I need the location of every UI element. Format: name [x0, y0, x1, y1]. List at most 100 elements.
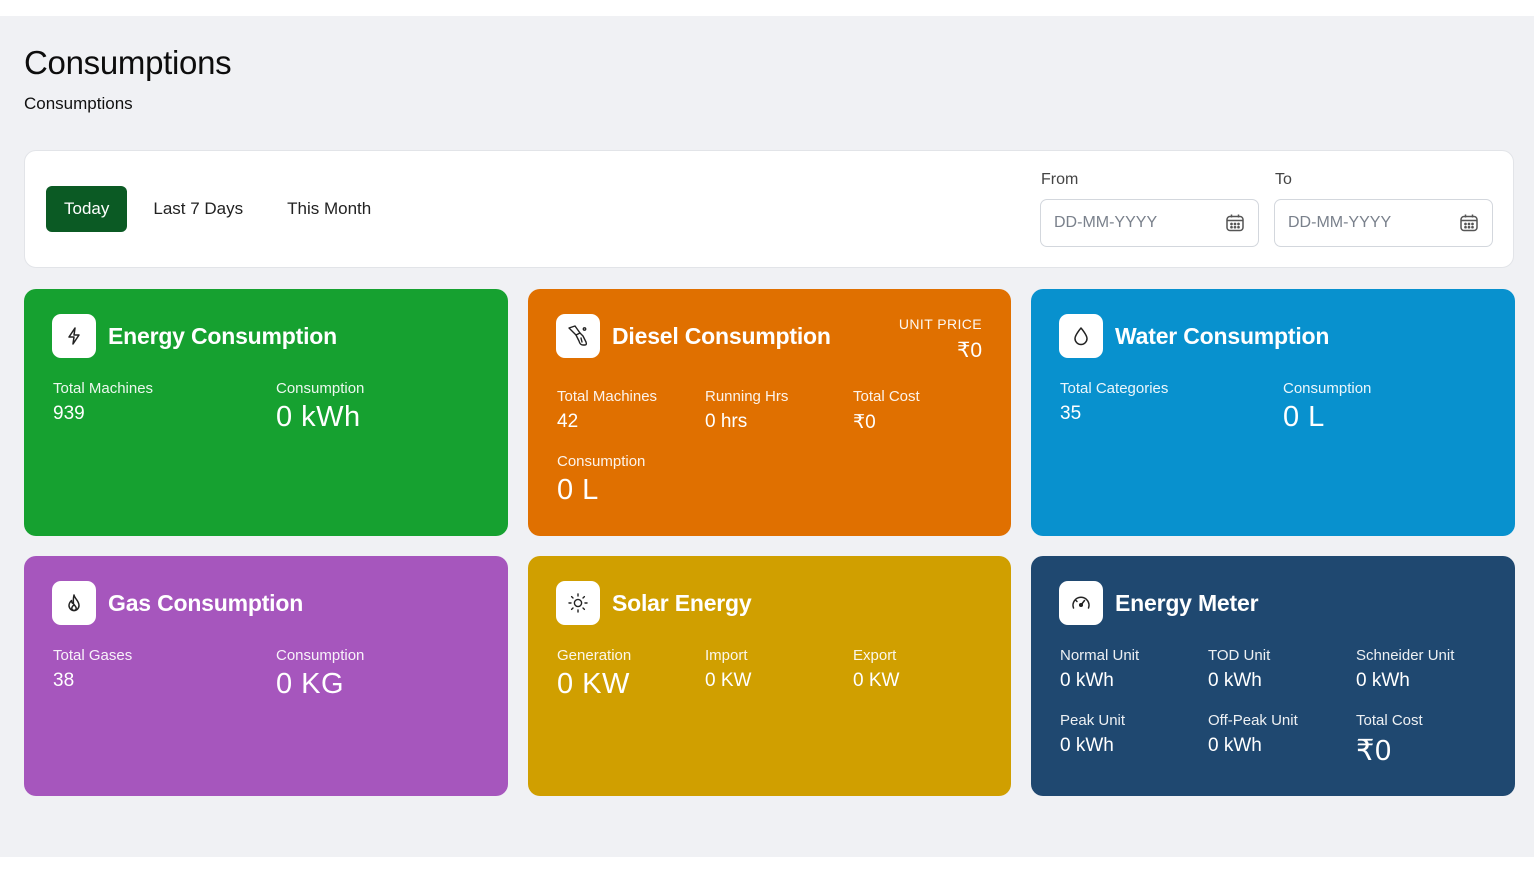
total-gases-stat: Total Gases 38: [53, 647, 132, 692]
stat-value: 0 L: [557, 474, 599, 506]
stat-label: Export: [853, 647, 897, 664]
stat-value: 939: [53, 403, 85, 424]
page-header: Consumptions Consumptions: [24, 44, 232, 114]
card-title: Energy Consumption: [108, 322, 337, 349]
date-range-tabs: Today Last 7 Days This Month: [46, 186, 397, 232]
unit-price-value: ₹0: [956, 339, 982, 362]
stat-label: Off-Peak Unit: [1208, 712, 1298, 729]
from-date-input[interactable]: [1054, 214, 1204, 232]
sun-icon: [556, 581, 600, 625]
water-consumption-card[interactable]: Water Consumption Total Categories 35 Co…: [1031, 289, 1515, 536]
card-header: Water Consumption: [1059, 314, 1329, 358]
total-cost-stat: Total Cost ₹0: [853, 388, 920, 434]
card-title: Solar Energy: [612, 589, 752, 616]
card-title: Gas Consumption: [108, 589, 304, 616]
gas-consumption-card[interactable]: Gas Consumption Total Gases 38 Consumpti…: [24, 556, 508, 796]
consumption-stat: Consumption 0 L: [557, 453, 645, 507]
consumption-stat: Consumption 0 KG: [276, 647, 364, 701]
stat-label: Peak Unit: [1060, 712, 1126, 729]
unit-price-label: UNIT PRICE: [898, 316, 982, 332]
stat-label: Consumption: [1283, 380, 1372, 397]
energy-meter-card[interactable]: Energy Meter Normal Unit 0 kWh TOD Unit …: [1031, 556, 1515, 796]
solar-energy-card[interactable]: Solar Energy Generation 0 KW Import 0 KW…: [528, 556, 1011, 796]
running-hrs-stat: Running Hrs 0 hrs: [705, 388, 788, 433]
to-date-group: To: [1274, 171, 1493, 247]
stat-label: Import: [705, 647, 748, 664]
tab-today[interactable]: Today: [46, 186, 128, 232]
page-title: Consumptions: [24, 44, 232, 81]
export-stat: Export 0 KW: [853, 647, 899, 692]
energy-consumption-card[interactable]: Energy Consumption Total Machines 939 Co…: [24, 289, 508, 536]
stat-value: 0 KG: [276, 668, 345, 700]
stat-value: ₹0: [1356, 735, 1392, 767]
stat-label: Consumption: [557, 453, 646, 470]
stat-label: Total Cost: [1356, 712, 1423, 729]
stat-label: TOD Unit: [1208, 647, 1271, 664]
calendar-icon[interactable]: [1225, 213, 1245, 233]
stat-label: Schneider Unit: [1356, 647, 1455, 664]
total-cost-stat: Total Cost ₹0: [1356, 712, 1423, 768]
calendar-icon[interactable]: [1459, 213, 1479, 233]
to-date-field[interactable]: [1274, 199, 1493, 247]
page: Consumptions Consumptions Today Last 7 D…: [0, 16, 1534, 857]
stat-value: 0 kWh: [1356, 670, 1410, 691]
stat-value: 42: [557, 411, 579, 432]
from-date-field[interactable]: [1040, 199, 1259, 247]
from-date-group: From: [1040, 171, 1259, 247]
from-label: From: [1041, 171, 1079, 188]
water-drop-icon: [1059, 314, 1103, 358]
unit-price: UNIT PRICE ₹0: [899, 316, 982, 363]
stat-label: Total Gases: [53, 647, 133, 664]
card-header: Solar Energy: [556, 581, 752, 625]
card-header: Diesel Consumption: [556, 314, 831, 358]
stat-value: 38: [53, 670, 75, 691]
import-stat: Import 0 KW: [705, 647, 751, 692]
stat-label: Running Hrs: [705, 388, 789, 405]
peak-unit-stat: Peak Unit 0 kWh: [1060, 712, 1125, 757]
stat-value: 0 kWh: [1208, 670, 1262, 691]
schneider-unit-stat: Schneider Unit 0 kWh: [1356, 647, 1454, 692]
stat-label: Generation: [557, 647, 632, 664]
filter-bar: Today Last 7 Days This Month From: [24, 150, 1514, 268]
to-label: To: [1275, 171, 1292, 188]
consumption-stat: Consumption 0 kWh: [276, 380, 364, 434]
lightning-icon: [52, 314, 96, 358]
stat-label: Total Machines: [53, 380, 154, 397]
stat-label: Total Machines: [557, 388, 658, 405]
flame-icon: [52, 581, 96, 625]
breadcrumb: Consumptions: [24, 94, 133, 113]
stat-label: Normal Unit: [1060, 647, 1140, 664]
normal-unit-stat: Normal Unit 0 kWh: [1060, 647, 1139, 692]
stat-value: 35: [1060, 403, 1082, 424]
stat-value: 0 KW: [705, 670, 752, 691]
stat-label: Total Categories: [1060, 380, 1169, 397]
card-header: Gas Consumption: [52, 581, 303, 625]
tab-this-month[interactable]: This Month: [287, 199, 372, 218]
card-title: Diesel Consumption: [612, 322, 831, 349]
gauge-icon: [1059, 581, 1103, 625]
to-date-input[interactable]: [1288, 214, 1438, 232]
tab-last-7-days[interactable]: Last 7 Days: [153, 199, 244, 218]
consumption-stat: Consumption 0 L: [1283, 380, 1371, 434]
card-title: Water Consumption: [1115, 322, 1330, 349]
total-machines-stat: Total Machines 939: [53, 380, 153, 425]
stat-value: 0 L: [1283, 401, 1325, 433]
card-header: Energy Consumption: [52, 314, 337, 358]
generation-stat: Generation 0 KW: [557, 647, 631, 701]
stat-value: 0 kWh: [1060, 735, 1114, 756]
total-categories-stat: Total Categories 35: [1060, 380, 1168, 425]
total-machines-stat: Total Machines 42: [557, 388, 657, 433]
stat-value: 0 hrs: [705, 411, 748, 432]
stat-value: 0 KW: [853, 670, 900, 691]
stat-label: Total Cost: [853, 388, 920, 405]
stat-value: 0 kWh: [1208, 735, 1262, 756]
stat-value: 0 KW: [557, 668, 630, 700]
stat-label: Consumption: [276, 380, 365, 397]
stat-label: Consumption: [276, 647, 365, 664]
stat-value: 0 kWh: [276, 401, 361, 433]
off-peak-unit-stat: Off-Peak Unit 0 kWh: [1208, 712, 1298, 757]
tod-unit-stat: TOD Unit 0 kWh: [1208, 647, 1270, 692]
fuel-nozzle-icon: [556, 314, 600, 358]
diesel-consumption-card[interactable]: Diesel Consumption UNIT PRICE ₹0 Total M…: [528, 289, 1011, 536]
stat-value: ₹0: [853, 412, 876, 433]
